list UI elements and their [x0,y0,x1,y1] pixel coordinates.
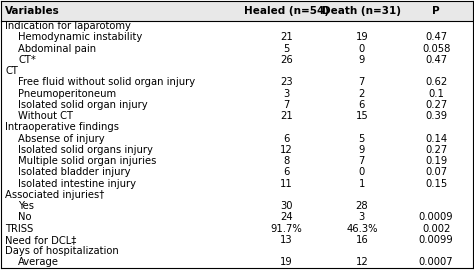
Text: 0.47: 0.47 [425,55,447,65]
Text: 5: 5 [359,134,365,144]
Text: 0: 0 [359,167,365,177]
Text: 8: 8 [283,156,290,166]
Text: TRISS: TRISS [5,224,33,234]
Text: Without CT: Without CT [18,111,73,121]
Text: 6: 6 [359,100,365,110]
Text: Intraoperative findings: Intraoperative findings [5,122,119,132]
Text: 0.1: 0.1 [428,89,444,99]
Text: 3: 3 [359,212,365,222]
Text: Pneumoperitoneum: Pneumoperitoneum [18,89,117,99]
Text: 5: 5 [283,44,290,54]
Text: 0.47: 0.47 [425,32,447,42]
Text: Average: Average [18,257,59,267]
Text: Multiple solid organ injuries: Multiple solid organ injuries [18,156,157,166]
Text: 12: 12 [356,257,368,267]
Text: 15: 15 [356,111,368,121]
Text: 7: 7 [359,77,365,87]
Text: 0.0099: 0.0099 [419,235,454,245]
Text: 24: 24 [280,212,293,222]
Text: 0.39: 0.39 [425,111,447,121]
Bar [1,1,473,21]
Text: 7: 7 [283,100,290,110]
Text: 1: 1 [359,179,365,189]
Text: 9: 9 [359,145,365,155]
Text: Isolated solid organs injury: Isolated solid organs injury [18,145,153,155]
Text: 0.27: 0.27 [425,145,447,155]
Text: 0.07: 0.07 [425,167,447,177]
Text: 16: 16 [356,235,368,245]
Text: 11: 11 [280,179,293,189]
Text: 26: 26 [280,55,293,65]
Text: 0: 0 [359,44,365,54]
Text: 9: 9 [359,55,365,65]
Text: Hemodynamic instability: Hemodynamic instability [18,32,143,42]
Text: 46.3%: 46.3% [346,224,378,234]
Text: 0.15: 0.15 [425,179,447,189]
Text: 23: 23 [280,77,293,87]
Text: 21: 21 [280,32,293,42]
Text: P: P [432,6,440,16]
Text: Free fluid without solid organ injury: Free fluid without solid organ injury [18,77,195,87]
Text: Absense of injury: Absense of injury [18,134,105,144]
Text: Isolated bladder injury: Isolated bladder injury [18,167,131,177]
Text: 30: 30 [280,201,293,211]
Text: 7: 7 [359,156,365,166]
Text: CT*: CT* [18,55,36,65]
Text: 6: 6 [283,134,290,144]
Text: 28: 28 [356,201,368,211]
Text: Associated injuries†: Associated injuries† [5,190,105,200]
Text: Variables: Variables [5,6,60,16]
Text: 12: 12 [280,145,293,155]
Text: 0.058: 0.058 [422,44,450,54]
Text: Abdominal pain: Abdominal pain [18,44,97,54]
Text: 21: 21 [280,111,293,121]
Text: Healed (n=54): Healed (n=54) [244,6,329,16]
Text: 19: 19 [280,257,293,267]
Text: Isolated solid organ injury: Isolated solid organ injury [18,100,148,110]
Text: 6: 6 [283,167,290,177]
Text: 0.002: 0.002 [422,224,450,234]
Text: 3: 3 [283,89,290,99]
Text: Indication for laparotomy: Indication for laparotomy [5,21,131,31]
Text: 0.0009: 0.0009 [419,212,454,222]
Text: 0.14: 0.14 [425,134,447,144]
Text: 0.0007: 0.0007 [419,257,454,267]
Text: 0.62: 0.62 [425,77,447,87]
Text: 13: 13 [280,235,293,245]
Text: No: No [18,212,32,222]
Text: 19: 19 [356,32,368,42]
Text: Death (n=31): Death (n=31) [322,6,401,16]
Text: 91.7%: 91.7% [271,224,302,234]
Text: Need for DCL‡: Need for DCL‡ [5,235,76,245]
Text: Isolated intestine injury: Isolated intestine injury [18,179,137,189]
Text: 0.27: 0.27 [425,100,447,110]
Text: Days of hospitalization: Days of hospitalization [5,246,119,256]
Text: 2: 2 [359,89,365,99]
Text: 0.19: 0.19 [425,156,447,166]
Text: Yes: Yes [18,201,34,211]
Text: CT: CT [5,66,18,76]
